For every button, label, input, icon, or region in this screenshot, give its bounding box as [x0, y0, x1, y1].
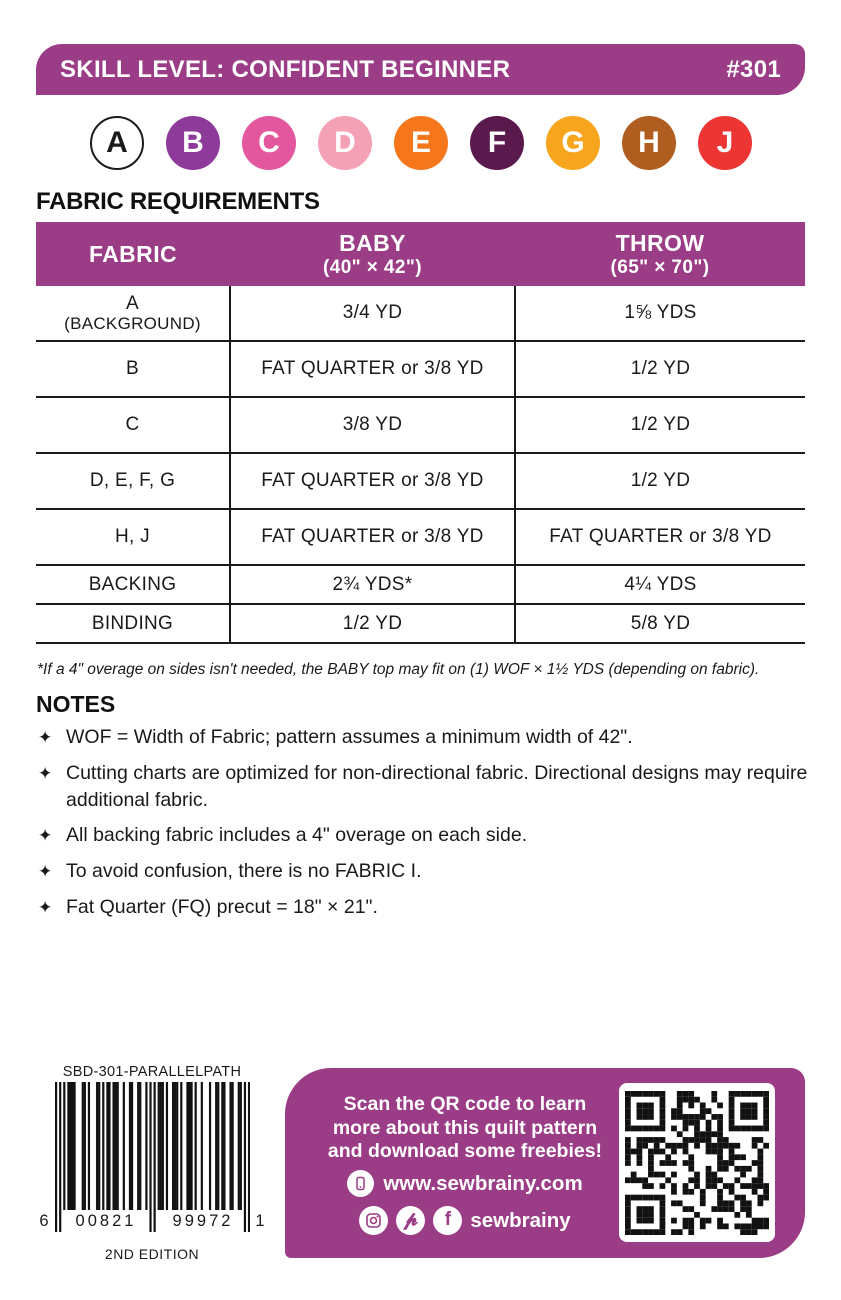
- instagram-icon: [359, 1206, 389, 1235]
- notes-list: ✦ WOF = Width of Fabric; pattern assumes…: [38, 724, 810, 930]
- fabric-cell: C: [36, 397, 230, 454]
- fabric-swatch-row: A B C D E F G H J: [90, 116, 752, 170]
- promo-message-line: more about this quilt pattern: [332, 1116, 598, 1139]
- star-bullet-icon: ✦: [38, 862, 53, 882]
- fabric-requirements-table: FABRIC BABY (40" × 42") THROW (65" × 70"…: [36, 222, 805, 644]
- list-item: ✦ To avoid confusion, there is no FABRIC…: [38, 858, 810, 886]
- table-row: A (BACKGROUND) 3/4 YD 1⅝ YDS: [36, 286, 805, 342]
- star-bullet-icon: ✦: [38, 764, 53, 784]
- list-item: ✦ WOF = Width of Fabric; pattern assumes…: [38, 724, 810, 752]
- col-header-fabric: FABRIC: [36, 222, 230, 286]
- notes-title: NOTES: [36, 691, 116, 717]
- mobile-phone-icon: [347, 1170, 375, 1197]
- fabric-cell: B: [36, 341, 230, 398]
- facebook-icon: f: [433, 1206, 463, 1235]
- swatch-c: C: [242, 116, 296, 170]
- backing-footnote: *If a 4" overage on sides isn't needed, …: [37, 661, 760, 678]
- swatch-a: A: [90, 116, 144, 170]
- qr-code: [619, 1083, 775, 1242]
- throw-cell: 5/8 YD: [515, 604, 805, 644]
- list-item: ✦ Cutting charts are optimized for non-d…: [38, 760, 810, 814]
- baby-cell: FAT QUARTER or 3/8 YD: [229, 453, 516, 510]
- skill-level-banner: SKILL LEVEL: CONFIDENT BEGINNER #301: [36, 44, 805, 95]
- promo-message: Scan the QR code to learn more about thi…: [290, 1093, 640, 1164]
- table-row: H, J FAT QUARTER or 3/8 YD FAT QUARTER o…: [36, 509, 805, 566]
- pinterest-icon: 𝓹: [396, 1206, 426, 1235]
- promo-message-line: and download some freebies!: [327, 1140, 603, 1162]
- col-header-throw: THROW (65" × 70"): [515, 222, 805, 286]
- table-row: C 3/8 YD 1/2 YD: [36, 397, 805, 454]
- baby-cell: FAT QUARTER or 3/8 YD: [229, 341, 516, 398]
- swatch-g: G: [546, 116, 600, 170]
- swatch-h: H: [622, 116, 676, 170]
- star-bullet-icon: ✦: [38, 826, 53, 846]
- table-row: B FAT QUARTER or 3/8 YD 1/2 YD: [36, 341, 805, 398]
- promo-box: Scan the QR code to learn more about thi…: [285, 1068, 805, 1258]
- social-handle: sewbrainy: [470, 1208, 571, 1232]
- throw-cell: 1⅝ YDS: [515, 286, 805, 342]
- promo-message-line: Scan the QR code to learn: [343, 1093, 587, 1115]
- swatch-f: F: [470, 116, 524, 170]
- table-row: BINDING 1/2 YD 5/8 YD: [36, 604, 805, 644]
- barcode-digit-group: 00821: [75, 1212, 137, 1230]
- note-text: Fat Quarter (FQ) precut = 18" × 21".: [66, 896, 378, 918]
- note-text: WOF = Width of Fabric; pattern assumes a…: [66, 726, 633, 748]
- fabric-requirements-title: FABRIC REQUIREMENTS: [36, 188, 320, 215]
- note-text: All backing fabric includes a 4" overage…: [66, 824, 528, 846]
- edition-label: 2ND EDITION: [104, 1246, 200, 1262]
- swatch-e: E: [394, 116, 448, 170]
- swatch-b: B: [166, 116, 220, 170]
- baby-cell: 2¾ YDS*: [229, 565, 516, 605]
- fabric-cell: D, E, F, G: [36, 453, 230, 510]
- throw-cell: FAT QUARTER or 3/8 YD: [515, 509, 805, 566]
- barcode-sku: SBD-301-PARALLELPATH: [62, 1064, 242, 1080]
- barcode-digit: 6: [39, 1212, 49, 1230]
- note-text: Cutting charts are optimized for non-dir…: [66, 762, 808, 811]
- table-row: D, E, F, G FAT QUARTER or 3/8 YD 1/2 YD: [36, 453, 805, 510]
- website-url: www.sewbrainy.com: [383, 1171, 583, 1195]
- barcode-digit-group: 99972: [172, 1212, 234, 1230]
- note-text: To avoid confusion, there is no FABRIC I…: [66, 860, 422, 882]
- throw-cell: 1/2 YD: [515, 397, 805, 454]
- throw-cell: 1/2 YD: [515, 453, 805, 510]
- list-item: ✦ All backing fabric includes a 4" overa…: [38, 822, 810, 850]
- baby-cell: 1/2 YD: [229, 604, 516, 644]
- website-row: www.sewbrainy.com: [290, 1170, 640, 1197]
- col-header-baby: BABY (40" × 42"): [230, 222, 515, 286]
- upc-barcode: [55, 1082, 250, 1232]
- pattern-number: #301: [726, 55, 781, 83]
- star-bullet-icon: ✦: [38, 728, 53, 748]
- swatch-j: J: [698, 116, 752, 170]
- table-row: BACKING 2¾ YDS* 4¼ YDS: [36, 565, 805, 605]
- barcode-digit: 1: [255, 1212, 265, 1230]
- fabric-cell: A (BACKGROUND): [36, 286, 230, 342]
- skill-level-text: SKILL LEVEL: CONFIDENT BEGINNER: [60, 55, 511, 83]
- list-item: ✦ Fat Quarter (FQ) precut = 18" × 21".: [38, 894, 810, 922]
- swatch-d: D: [318, 116, 372, 170]
- fabric-cell: BINDING: [36, 604, 230, 644]
- fabric-cell: H, J: [36, 509, 230, 566]
- baby-cell: 3/8 YD: [229, 397, 516, 454]
- throw-cell: 4¼ YDS: [515, 565, 805, 605]
- baby-cell: FAT QUARTER or 3/8 YD: [229, 509, 516, 566]
- throw-cell: 1/2 YD: [515, 341, 805, 398]
- barcode-block: SBD-301-PARALLELPATH 6 00821 99972 1 2ND…: [36, 1064, 268, 1264]
- baby-cell: 3/4 YD: [229, 286, 516, 342]
- social-row: 𝓹 f sewbrainy: [290, 1206, 640, 1235]
- star-bullet-icon: ✦: [38, 898, 53, 918]
- table-header-row: FABRIC BABY (40" × 42") THROW (65" × 70"…: [36, 222, 805, 286]
- fabric-cell: BACKING: [36, 565, 230, 605]
